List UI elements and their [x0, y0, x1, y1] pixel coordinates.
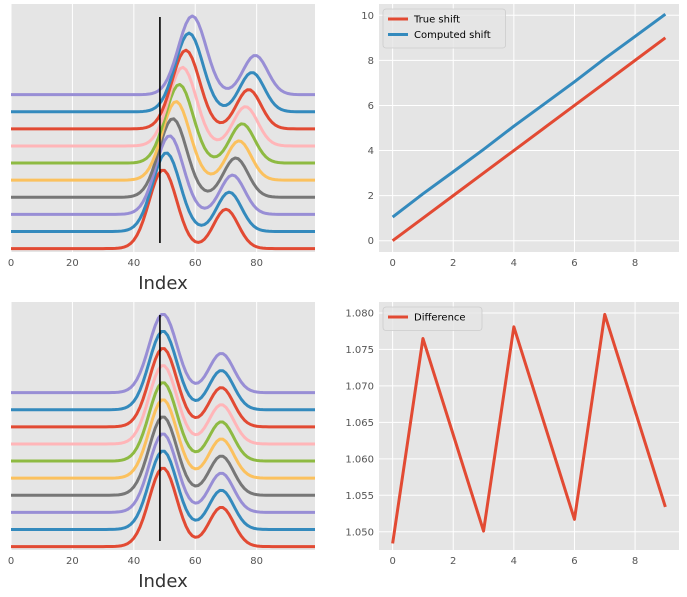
y-tick-label: 4	[368, 146, 374, 157]
x-tick-label: 4	[511, 556, 517, 567]
x-tick-label: 80	[250, 556, 263, 567]
y-tick-label: 0	[368, 236, 374, 247]
x-tick-label: 40	[127, 258, 140, 269]
series-line-3	[11, 415, 315, 497]
series-line-7	[11, 347, 315, 429]
series-line-0	[391, 36, 667, 242]
series-line-3	[11, 117, 315, 199]
y-tick-label: 1.050	[345, 527, 374, 538]
series-line-1	[11, 151, 315, 233]
series-line-4	[11, 100, 315, 182]
y-tick-label: 1.065	[345, 418, 374, 429]
subplot-4: 0 2 4 6 8 1.050 1.055 1.060 1.065 1.070 1.075 1.080…	[345, 302, 679, 567]
legend-label: True shift	[413, 15, 460, 26]
y-tick-label: 1.080	[345, 308, 374, 319]
x-axis-label: Index	[138, 571, 188, 592]
y-tick-label: 10	[361, 11, 374, 22]
x-tick-label: 2	[450, 258, 456, 269]
legend-box	[382, 306, 483, 331]
series-line-8	[11, 330, 315, 412]
legend-box	[382, 8, 506, 49]
x-tick-label: 20	[66, 556, 79, 567]
subplot-2: 0 2 4 6 8 0 2 4 6 8 10 True shift Computed shift	[361, 4, 679, 269]
subplot-1: 0 20 40 60 80 Index	[8, 4, 315, 294]
y-tick-label: 1.060	[345, 454, 374, 465]
x-tick-label: 8	[632, 258, 638, 269]
x-tick-label: 80	[250, 258, 263, 269]
legend: Difference	[382, 306, 483, 331]
x-tick-label: 0	[389, 556, 395, 567]
series-line-4	[11, 398, 315, 480]
legend: True shift Computed shift	[382, 8, 506, 49]
y-tick-label: 8	[368, 56, 374, 67]
plot-background	[379, 302, 679, 550]
subplot-3: 0 20 40 60 80 Index	[8, 302, 315, 592]
y-tick-label: 1.070	[345, 381, 374, 392]
series-line-5	[11, 82, 315, 165]
series-line-6	[11, 364, 315, 446]
series-line-0	[11, 466, 315, 549]
x-tick-label: 20	[66, 258, 79, 269]
series-line-9	[11, 312, 315, 395]
series-line-1	[11, 449, 315, 531]
x-tick-label: 0	[389, 258, 395, 269]
x-tick-label: 4	[511, 258, 517, 269]
x-tick-label: 40	[127, 556, 140, 567]
series-line-5	[11, 381, 315, 463]
x-tick-label: 0	[8, 556, 14, 567]
series-group	[11, 14, 315, 251]
series-line-2	[11, 432, 315, 514]
x-axis-label: Index	[138, 273, 188, 294]
x-tick-label: 60	[189, 258, 202, 269]
series-group	[11, 312, 315, 549]
x-tick-label: 2	[450, 556, 456, 567]
series-line-8	[11, 31, 315, 114]
series-line-1	[391, 12, 667, 219]
series-line-0	[11, 168, 315, 251]
x-tick-label: 60	[189, 556, 202, 567]
x-tick-label: 6	[571, 556, 577, 567]
series-line-0	[391, 312, 667, 544]
series-line-6	[11, 65, 315, 148]
series-line-9	[11, 14, 315, 97]
y-tick-label: 2	[368, 191, 374, 202]
x-tick-label: 0	[8, 258, 14, 269]
series-line-2	[11, 134, 315, 216]
y-tick-label: 6	[368, 101, 374, 112]
y-tick-label: 1.055	[345, 491, 374, 502]
x-tick-label: 6	[571, 258, 577, 269]
series-line-7	[11, 48, 315, 131]
x-tick-label: 8	[632, 556, 638, 567]
y-tick-label: 1.075	[345, 345, 374, 356]
legend-label: Difference	[414, 313, 466, 324]
legend-label: Computed shift	[414, 30, 491, 41]
